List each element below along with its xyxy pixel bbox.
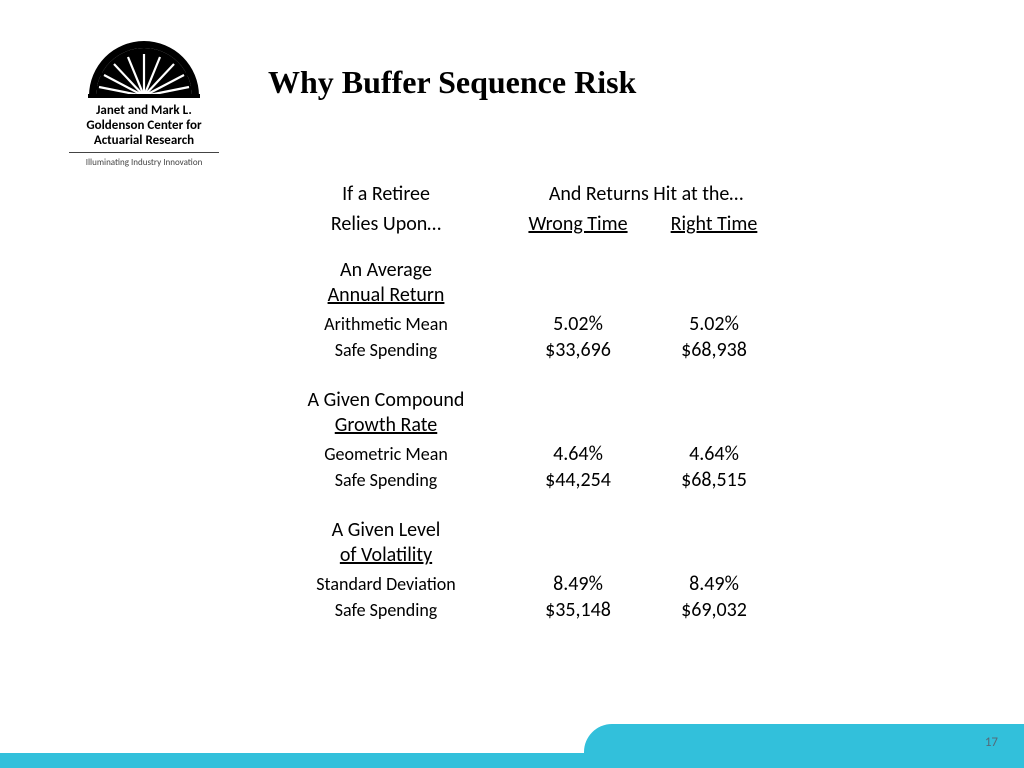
row-arithmetic-mean: Arithmetic Mean 5.02%5.02% bbox=[262, 312, 782, 336]
col-wrong-time: Wrong Time bbox=[510, 212, 646, 236]
section-head-1: An Average Annual Return bbox=[262, 258, 510, 308]
section-head-3: A Given Level of Volatility bbox=[262, 518, 510, 568]
logo-tagline: Illuminating Industry Innovation bbox=[64, 157, 224, 168]
row-geometric-mean: Geometric Mean 4.64%4.64% bbox=[262, 442, 782, 466]
content-area: If a Retiree And Returns Hit at the… Rel… bbox=[262, 182, 782, 648]
row-safe-spending-3: Safe Spending $35,148$69,032 bbox=[262, 598, 782, 622]
logo-line-1: Janet and Mark L. bbox=[64, 104, 224, 119]
header-right: And Returns Hit at the… bbox=[510, 182, 782, 206]
section-average: An Average Annual Return Arithmetic Mean… bbox=[262, 258, 782, 362]
footer: 17 bbox=[0, 740, 1024, 768]
header-left-1: If a Retiree bbox=[262, 182, 510, 206]
logo-line-3: Actuarial Research bbox=[64, 134, 224, 149]
sunburst-icon bbox=[84, 40, 204, 98]
page-number: 17 bbox=[985, 735, 998, 750]
row-safe-spending-2: Safe Spending $44,254$68,515 bbox=[262, 468, 782, 492]
section-volatility: A Given Level of Volatility Standard Dev… bbox=[262, 518, 782, 622]
slide: Janet and Mark L. Goldenson Center for A… bbox=[0, 0, 1024, 768]
slide-title: Why Buffer Sequence Risk bbox=[268, 64, 636, 101]
header-row: If a Retiree And Returns Hit at the… bbox=[262, 182, 782, 206]
row-safe-spending-1: Safe Spending $33,696$68,938 bbox=[262, 338, 782, 362]
col-right-time: Right Time bbox=[646, 212, 782, 236]
subheader-row: Relies Upon… Wrong Time Right Time bbox=[262, 212, 782, 236]
section-compound: A Given Compound Growth Rate Geometric M… bbox=[262, 388, 782, 492]
row-std-dev: Standard Deviation 8.49%8.49% bbox=[262, 572, 782, 596]
org-logo: Janet and Mark L. Goldenson Center for A… bbox=[64, 40, 224, 168]
header-left-2: Relies Upon… bbox=[262, 212, 510, 236]
logo-line-2: Goldenson Center for bbox=[64, 119, 224, 134]
logo-rule bbox=[69, 152, 219, 153]
footer-bar bbox=[0, 753, 1024, 768]
section-head-2: A Given Compound Growth Rate bbox=[262, 388, 510, 438]
